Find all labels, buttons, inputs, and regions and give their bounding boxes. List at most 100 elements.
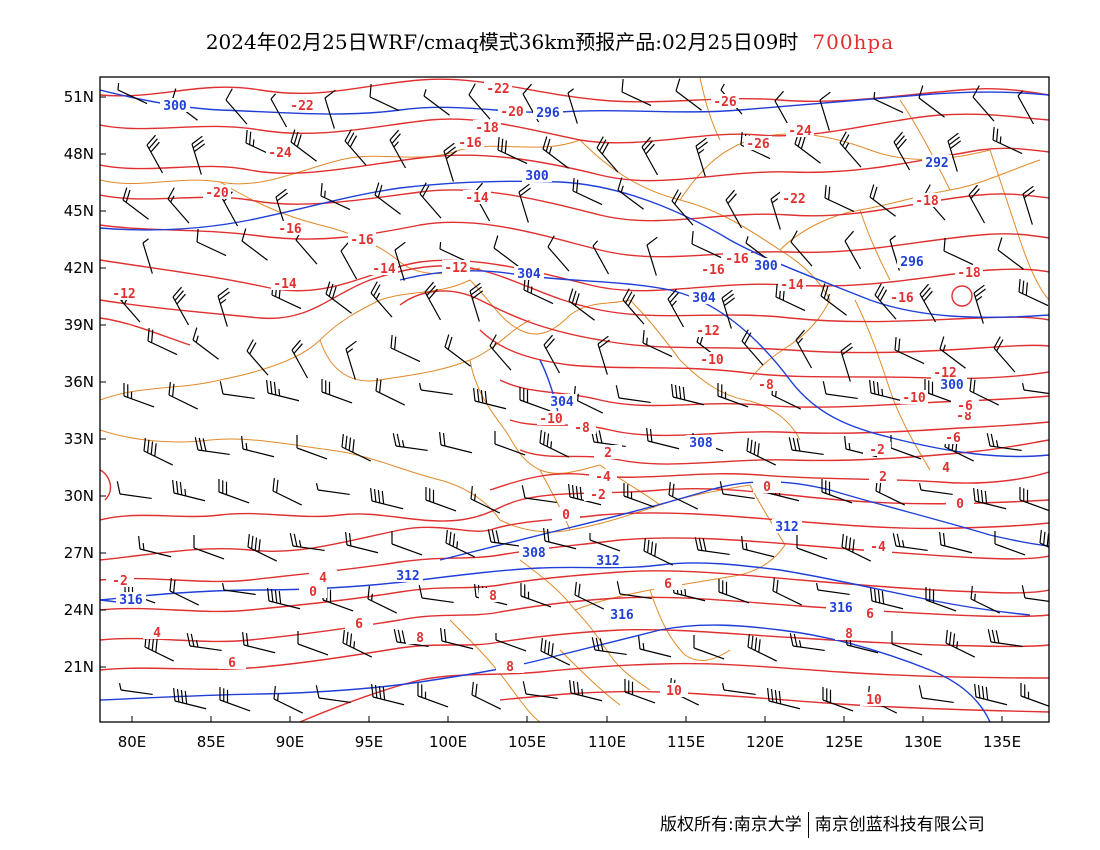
wind-barb [267,588,301,610]
barb-shaft [920,489,953,496]
temperature-label-bg [309,570,337,584]
barb-feather [315,685,320,699]
barb-feather [746,438,749,452]
barb-feather [245,632,249,647]
barb-feather [840,342,852,352]
wind-barb [939,532,973,554]
wind-barb [788,437,824,456]
barb-feather [545,338,555,349]
wind-barb [987,629,1023,648]
barb-shaft [168,394,199,410]
barb-feather [250,535,254,549]
barb-shaft [344,140,367,166]
barb-shaft [241,240,268,261]
barb-feather [289,533,294,547]
barb-feather [598,430,603,444]
temperature-label-bg [106,573,134,587]
barb-shaft [395,445,428,452]
barb-feather [125,189,131,203]
barb-feather [800,136,806,149]
barb-feather [501,138,504,152]
temperature-label: 6 [228,656,236,671]
barb-feather [117,82,120,91]
barb-shaft [790,241,813,267]
height-label: 312 [396,569,419,584]
barb-shaft [193,547,225,560]
barb-feather [744,332,752,345]
barb-shaft [718,591,750,604]
barb-shaft [273,698,304,714]
wind-barb [369,83,400,112]
temperature-label: -10 [539,412,563,427]
barb-feather [348,437,352,451]
barb-feather [392,433,397,447]
barb-feather [974,684,977,698]
barb-shaft [440,444,473,454]
barb-feather [788,437,793,451]
barb-feather [146,134,156,146]
barb-feather [249,342,257,355]
barb-feather [995,440,999,448]
wind-barb [542,136,569,169]
temperature-label-bg [888,290,916,304]
barb-feather [349,135,358,148]
barb-feather [522,83,532,95]
barb-feather [720,83,725,91]
height-label: 292 [925,156,948,171]
copyright-footer: 版权所有:南京大学 南京创蓝科技有限公司 [660,810,985,838]
barb-feather [872,186,878,200]
barb-shaft [622,299,645,325]
barb-feather [186,633,191,647]
barb-shaft [167,198,190,224]
barb-shaft [372,696,405,706]
barb-shaft [469,290,480,322]
barb-shaft [389,139,407,169]
barb-feather [252,139,255,147]
x-tick-label: 120E [745,733,785,751]
barb-feather [176,688,180,703]
barb-shaft [871,600,904,610]
barb-shaft [975,696,1008,706]
barb-feather [792,437,797,451]
wind-barb [772,578,803,606]
wind-barb [597,335,610,375]
wind-barb [671,189,694,226]
barb-feather [169,578,172,592]
wind-barb [918,483,953,496]
barb-shaft [944,446,975,462]
barb-feather [473,388,476,402]
wind-barb [440,628,474,650]
barb-shaft [374,194,401,215]
barb-feather [447,336,453,350]
barb-feather [273,381,277,395]
barb-feather [671,483,675,497]
height-label: 304 [550,395,574,410]
wind-barb [367,586,398,614]
wind-barb [495,632,527,652]
barb-feather [839,131,847,144]
temperature-label-bg [442,260,470,274]
barb-feather [172,480,175,494]
barb-feather [394,336,397,350]
wind-barb [393,629,429,648]
temperature-label-bg [218,655,246,669]
barb-feather [691,230,694,245]
barb-shaft [825,393,858,400]
wind-barb [992,126,1023,155]
wind-barb [746,438,777,466]
barb-feather [725,189,735,201]
barb-shaft [568,300,595,321]
barb-feather [192,327,198,341]
barb-shaft [722,493,755,500]
barb-feather [841,346,853,356]
barb-feather [484,390,488,404]
wind-barb [617,177,644,210]
barb-shaft [120,689,153,696]
wind-barb [574,582,605,610]
barb-feather [968,184,978,196]
temperature-label-bg [932,460,960,474]
barb-feather [440,628,443,642]
wind-barb [471,682,502,710]
barb-feather [721,289,733,299]
barb-feather [374,684,378,699]
